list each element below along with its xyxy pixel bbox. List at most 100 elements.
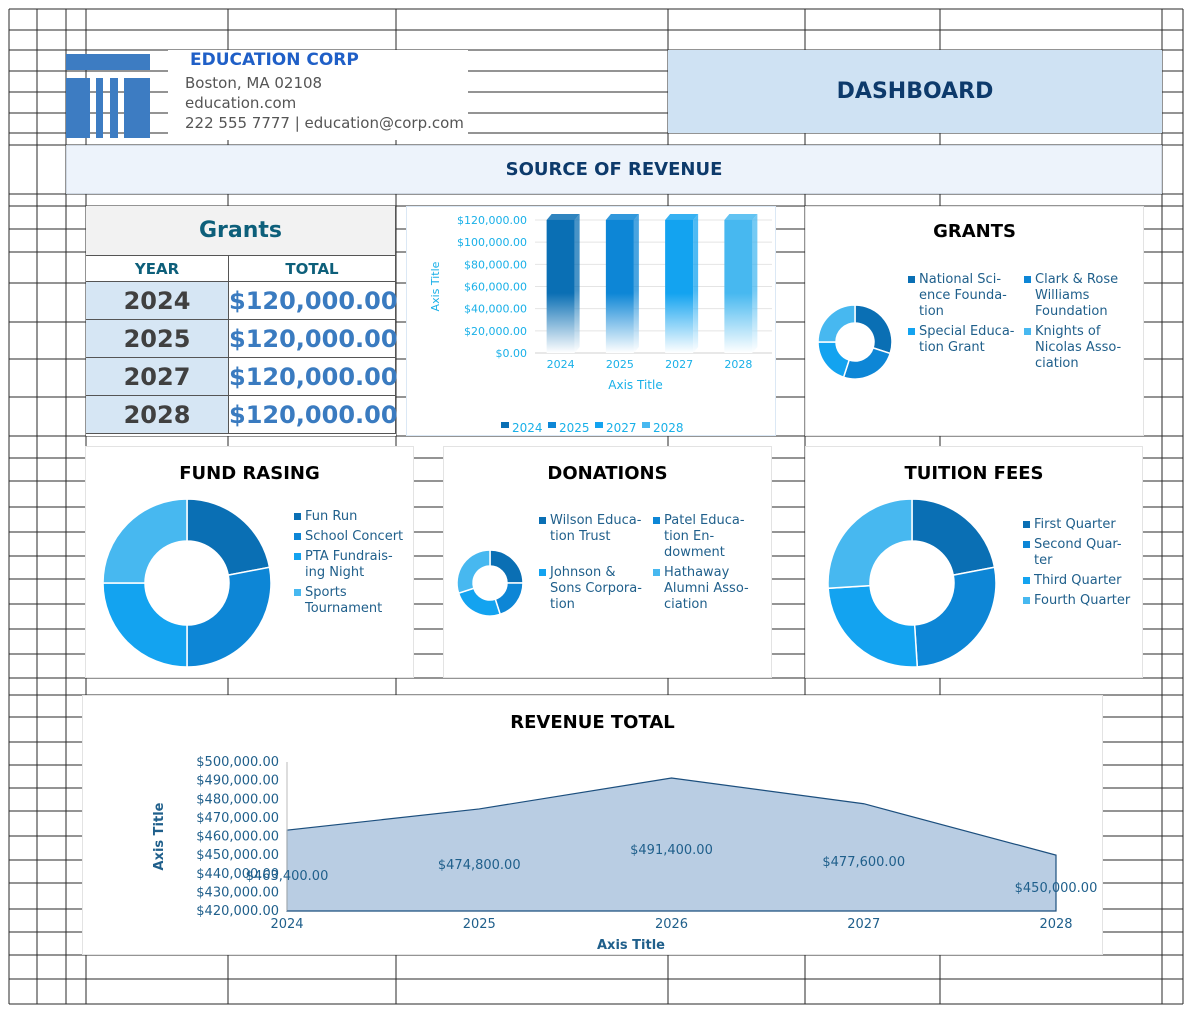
data-label: $491,400.00 <box>630 843 713 858</box>
legend-swatch <box>294 513 301 520</box>
legend-swatch <box>1023 521 1030 528</box>
legend-label: 2025 <box>559 421 590 435</box>
bar-side-face <box>633 214 639 353</box>
bar-top-face <box>546 214 580 220</box>
data-label: $463,400.00 <box>246 869 329 884</box>
x-tick-label: 2028 <box>724 358 752 371</box>
grants-table: Grants YEAR TOTAL 2024 $120,000.00 2025 … <box>86 206 398 436</box>
legend-label-line: Fourth Quarter <box>1034 593 1131 608</box>
fund-raising-panel: FUND RASING Fun Run School Concert PTA Fun… <box>85 446 414 678</box>
legend-label-line: tion Trust <box>550 529 611 544</box>
legend-label-line: Fun Run <box>305 509 358 524</box>
legend-label-line: Williams <box>1035 288 1090 303</box>
legend-label-line: Sons Corpora- <box>550 581 642 596</box>
legend-label-line: Hathaway <box>664 565 730 580</box>
donations-title: DONATIONS <box>547 463 668 484</box>
x-tick-label: 2028 <box>1039 917 1072 932</box>
grants-pie-panel: GRANTS National Sci-ence Founda-tion Clar… <box>805 206 1144 436</box>
y-tick-label: $440,000.00 <box>196 867 279 882</box>
donut-slice <box>186 566 272 668</box>
year-cell: 2024 <box>86 282 229 320</box>
donut-slice <box>911 498 996 577</box>
bar-side-face <box>574 214 580 353</box>
legend-label-line: tion Grant <box>919 340 985 355</box>
bar <box>665 220 694 353</box>
year-cell: 2027 <box>86 358 229 396</box>
donut-slice <box>842 346 892 380</box>
y-tick-label: $20,000.00 <box>464 325 527 338</box>
y-tick-label: $450,000.00 <box>196 848 279 863</box>
dashboard-title: DASHBOARD <box>668 50 1162 133</box>
company-contact: 222 555 7777 | education@corp.com <box>185 114 464 132</box>
donations-panel: DONATIONS Wilson Educa-tion Trust Patel E… <box>443 446 772 678</box>
y-tick-label: $0.00 <box>496 347 528 360</box>
bar-top-face <box>605 214 639 220</box>
legend-item: Second Quar-ter <box>1023 537 1122 569</box>
legend-label-line: PTA Fundrais- <box>305 549 393 564</box>
legend-swatch <box>1024 276 1031 283</box>
x-tick-label: 2026 <box>655 917 688 932</box>
legend-swatch <box>642 422 650 428</box>
bar-top-face <box>665 214 699 220</box>
data-label: $477,600.00 <box>822 855 905 870</box>
legend-label: 2024 <box>512 421 543 435</box>
year-cell: 2025 <box>86 320 229 358</box>
legend-label-line: Alumni Asso- <box>664 581 749 596</box>
revenue-total-title: REVENUE TOTAL <box>510 712 675 733</box>
legend-swatch <box>1023 577 1030 584</box>
donut-slice <box>186 498 271 577</box>
x-tick-label: 2027 <box>665 358 693 371</box>
y-axis-title: Axis Title <box>152 802 167 870</box>
legend-swatch <box>294 589 301 596</box>
tuition-fees-title: TUITION FEES <box>904 463 1044 484</box>
legend-swatch <box>539 569 546 576</box>
legend-swatch <box>539 517 546 524</box>
legend-label-line: Special Educa- <box>919 324 1015 339</box>
y-tick-label: $460,000.00 <box>196 830 279 845</box>
col-year-header: YEAR <box>86 256 229 282</box>
legend-item: National Sci-ence Founda-tion <box>908 272 1007 320</box>
donut-slice <box>854 304 893 355</box>
section-title: SOURCE OF REVENUE <box>66 145 1162 194</box>
legend-item: School Concert <box>294 529 403 545</box>
bar <box>605 220 634 353</box>
tuition-fees-pie-chart <box>827 498 997 668</box>
legend-item: Third Quarter <box>1023 573 1122 589</box>
legend-label-line: Nicolas Asso- <box>1035 340 1122 355</box>
col-total-header: TOTAL <box>229 256 396 282</box>
donut-slice <box>827 584 919 668</box>
x-tick-label: 2024 <box>270 917 303 932</box>
company-address: Boston, MA 02108 <box>185 74 323 92</box>
donut-slice <box>817 341 851 379</box>
revenue-total-area-chart: $420,000.00 $430,000.00 $440,000.00 $450,00… <box>152 755 1097 953</box>
y-tick-label: $490,000.00 <box>196 774 279 789</box>
grants-pie-title: GRANTS <box>933 221 1016 242</box>
legend-swatch <box>1023 541 1030 548</box>
y-tick-label: $430,000.00 <box>196 885 279 900</box>
legend-item: PTA Fundrais-ing Night <box>294 549 393 581</box>
x-tick-label: 2025 <box>606 358 634 371</box>
company-website: education.com <box>185 94 297 112</box>
y-tick-label: $480,000.00 <box>196 792 279 807</box>
y-axis-title: Axis Title <box>429 261 442 311</box>
legend-swatch <box>548 422 556 428</box>
y-tick-label: $100,000.00 <box>457 236 527 249</box>
area-series <box>286 777 1057 912</box>
legend-label-line: Johnson & <box>550 565 616 580</box>
legend-label-line: ter <box>1034 553 1053 568</box>
legend-label-line: Clark & Rose <box>1035 272 1119 287</box>
bar-top-face <box>724 214 758 220</box>
grants-bar-chart: $0.00 $20,000.00 $40,000.00 $60,000.00 $80,0… <box>429 214 772 435</box>
donut-slice <box>489 549 524 584</box>
legend-label-line: tion En- <box>664 529 715 544</box>
legend-label-line: Sports <box>305 585 347 600</box>
legend-item: Fun Run <box>294 509 358 525</box>
donut-slice <box>913 566 997 668</box>
x-tick-label: 2027 <box>847 917 880 932</box>
donut-slice <box>827 498 913 590</box>
donut-slice <box>456 549 491 595</box>
total-cell: $120,000.00 <box>229 358 398 396</box>
legend-label-line: ciation <box>1035 356 1079 371</box>
legend-label-line: First Quarter <box>1034 517 1116 532</box>
legend-swatch <box>908 276 915 283</box>
